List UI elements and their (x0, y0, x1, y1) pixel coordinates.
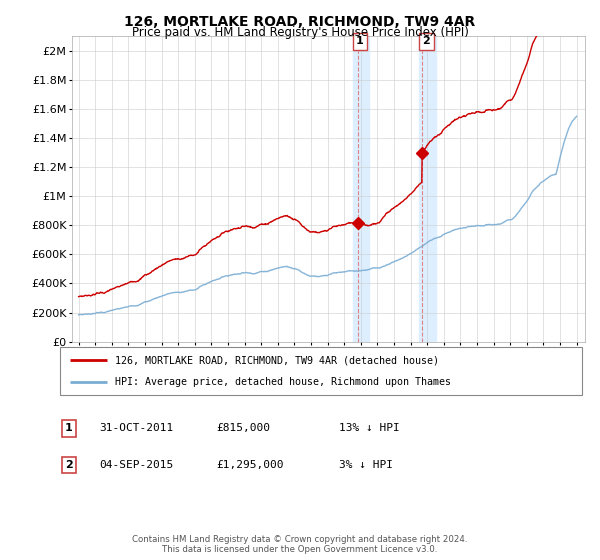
Text: 1: 1 (65, 423, 73, 433)
Text: 1: 1 (356, 36, 364, 46)
Text: Contains HM Land Registry data © Crown copyright and database right 2024.
This d: Contains HM Land Registry data © Crown c… (132, 535, 468, 554)
Text: 2: 2 (422, 36, 430, 46)
Text: 13% ↓ HPI: 13% ↓ HPI (339, 423, 400, 433)
FancyBboxPatch shape (60, 347, 582, 395)
Text: £1,295,000: £1,295,000 (216, 460, 284, 470)
Text: Price paid vs. HM Land Registry's House Price Index (HPI): Price paid vs. HM Land Registry's House … (131, 26, 469, 39)
Text: 126, MORTLAKE ROAD, RICHMOND, TW9 4AR (detached house): 126, MORTLAKE ROAD, RICHMOND, TW9 4AR (d… (115, 355, 439, 365)
Text: HPI: Average price, detached house, Richmond upon Thames: HPI: Average price, detached house, Rich… (115, 377, 451, 387)
Text: £815,000: £815,000 (216, 423, 270, 433)
Bar (353, 36, 369, 342)
Bar (419, 36, 436, 342)
Text: 2: 2 (65, 460, 73, 470)
Text: 31-OCT-2011: 31-OCT-2011 (99, 423, 173, 433)
Text: 126, MORTLAKE ROAD, RICHMOND, TW9 4AR: 126, MORTLAKE ROAD, RICHMOND, TW9 4AR (124, 15, 476, 29)
Text: 04-SEP-2015: 04-SEP-2015 (99, 460, 173, 470)
Text: 3% ↓ HPI: 3% ↓ HPI (339, 460, 393, 470)
